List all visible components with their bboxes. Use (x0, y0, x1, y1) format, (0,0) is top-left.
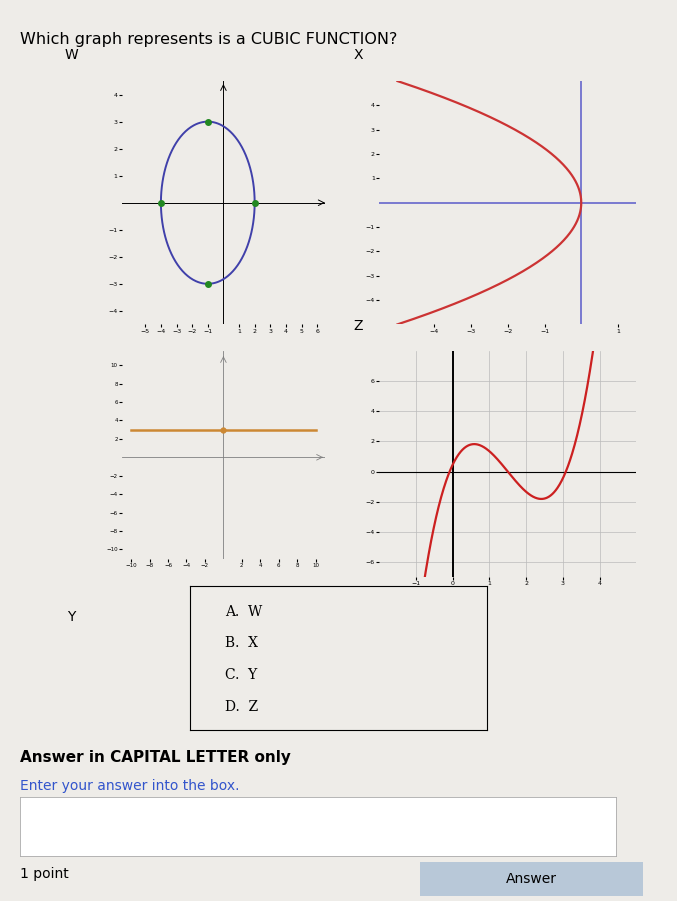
Text: Y: Y (67, 611, 75, 624)
Text: X: X (354, 48, 364, 61)
Text: Answer in CAPITAL LETTER only: Answer in CAPITAL LETTER only (20, 750, 291, 765)
Text: D.  Z: D. Z (225, 700, 259, 714)
Text: Which graph represents is a CUBIC FUNCTION?: Which graph represents is a CUBIC FUNCTI… (20, 32, 397, 48)
Text: 1 point: 1 point (20, 867, 69, 881)
Text: Z: Z (354, 319, 364, 333)
Text: A.  W: A. W (225, 605, 263, 619)
Text: W: W (64, 48, 78, 61)
Text: C.  Y: C. Y (225, 668, 257, 682)
Text: Answer: Answer (506, 872, 557, 887)
Text: B.  X: B. X (225, 636, 259, 651)
Text: Enter your answer into the box.: Enter your answer into the box. (20, 779, 240, 794)
